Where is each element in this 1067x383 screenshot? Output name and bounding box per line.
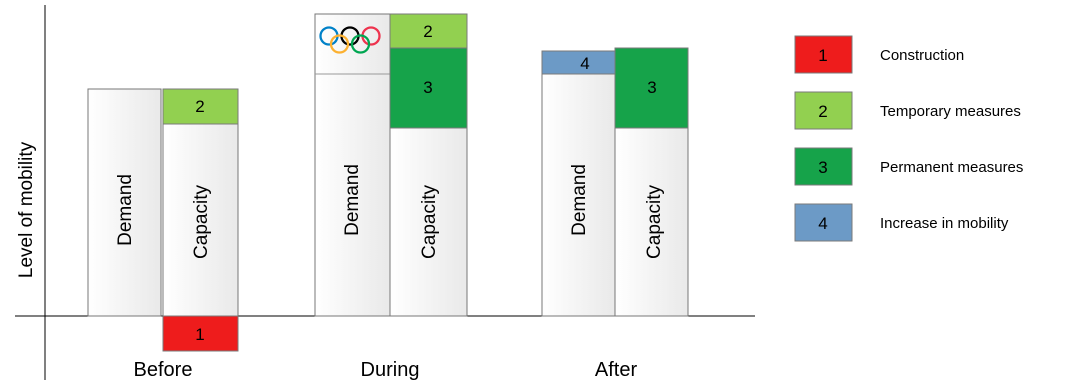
after-demand-increase-segment	[541, 50, 616, 75]
before-capacity-temporary-segment	[162, 88, 239, 125]
legend-label-permanent: Permanent measures	[880, 159, 1023, 176]
legend-number-construction: 1	[818, 46, 827, 65]
legend-swatch-permanent	[794, 147, 853, 186]
legend: 1 Construction 2 Temporary measures 3 Pe…	[794, 35, 1023, 242]
legend-swatch-construction	[794, 35, 853, 74]
during-capacity-temporary-number: 2	[423, 22, 432, 41]
after-capacity-label: Capacity	[644, 185, 665, 259]
period-label-after: After	[595, 359, 638, 381]
legend-number-permanent: 3	[818, 158, 827, 177]
legend-swatch-increase	[794, 203, 853, 242]
after-capacity-bar	[614, 127, 689, 317]
olympic-rings-icon	[319, 26, 381, 54]
period-label-before: Before	[134, 359, 193, 381]
y-axis-label: Level of mobility	[16, 141, 37, 278]
before-capacity-construction-segment	[162, 315, 239, 352]
legend-swatch-temporary	[794, 91, 853, 130]
after-capacity-permanent-number: 3	[647, 78, 656, 97]
after-demand-bar	[541, 73, 616, 317]
legend-number-increase: 4	[818, 214, 827, 233]
during-capacity-permanent-number: 3	[423, 78, 432, 97]
legend-label-temporary: Temporary measures	[880, 103, 1021, 120]
after-demand-increase-number: 4	[580, 54, 589, 73]
legend-label-construction: Construction	[880, 47, 964, 64]
after-capacity-permanent-segment	[614, 47, 689, 129]
before-capacity-construction-number: 1	[195, 325, 204, 344]
after-demand-label: Demand	[569, 164, 590, 236]
legend-label-increase: Increase in mobility	[880, 215, 1009, 232]
legend-number-temporary: 2	[818, 102, 827, 121]
during-capacity-bar	[389, 127, 468, 317]
during-demand-label: Demand	[342, 164, 363, 236]
during-capacity-label: Capacity	[419, 185, 440, 259]
during-capacity-temporary-segment	[389, 13, 468, 49]
period-label-during: During	[361, 359, 420, 381]
before-capacity-temporary-number: 2	[195, 97, 204, 116]
before-capacity-label: Capacity	[191, 185, 212, 259]
during-capacity-permanent-segment	[389, 47, 468, 129]
before-demand-bar	[87, 88, 162, 317]
before-demand-label: Demand	[115, 174, 136, 246]
